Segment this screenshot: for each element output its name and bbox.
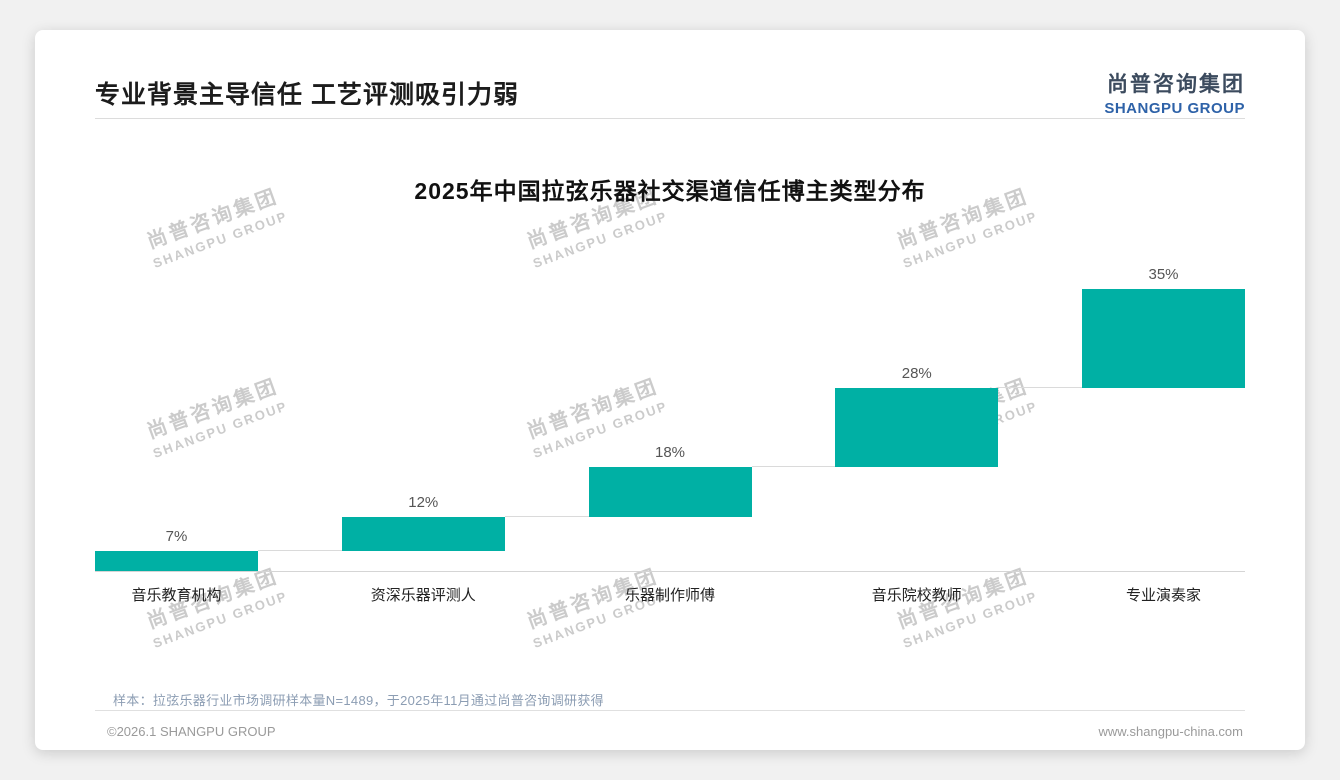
company-logo: 尚普咨询集团 SHANGPU GROUP [1104, 68, 1245, 117]
sample-note: 样本：拉弦乐器行业市场调研样本量N=1489，于2025年11月通过尚普咨询调研… [113, 693, 604, 708]
category-label: 资深乐器评测人 [370, 587, 476, 604]
slide-card: 尚普咨询集团 SHANGPU GROUP 尚普咨询集团 SHANGPU GROUP 尚普… [35, 30, 1305, 750]
category-label: 音乐院校教师 [871, 587, 962, 604]
waterfall-connector [998, 386, 1082, 388]
chart-bar [835, 387, 999, 467]
category-label: 专业演奏家 [1125, 587, 1201, 604]
chart-bar [341, 517, 505, 552]
category-label: 音乐教育机构 [131, 587, 222, 604]
bar-value-label: 18% [654, 443, 686, 461]
chart-title: 2025年中国拉弦乐器社交渠道信任博主类型分布 [414, 178, 926, 204]
page-title: 专业背景主导信任 工艺评测吸引力弱 [95, 81, 519, 109]
header-divider [95, 118, 1245, 119]
bar-value-label: 28% [901, 364, 932, 382]
bar-value-label: 7% [165, 528, 188, 546]
logo-chinese-text: 尚普咨询集团 [1107, 73, 1245, 96]
website-url: www.shangpu-china.com [1098, 724, 1243, 739]
copyright-text: ©2026.1 SHANGPU GROUP [107, 724, 276, 739]
logo-english-text: SHANGPU GROUP [1104, 100, 1245, 117]
chart-bar [1082, 289, 1245, 388]
category-label: 乐器制作师傅 [624, 587, 715, 604]
slide-content: 专业背景主导信任 工艺评测吸引力弱 尚普咨询集团 SHANGPU GROUP 2… [35, 30, 1305, 750]
waterfall-connector [258, 550, 342, 552]
chart-bar [95, 551, 258, 571]
waterfall-chart-plot: 7% 音乐教育机构 12% 资深乐器评测人 18% 乐器制作师傅 28% 音乐院校教师 35% 专… [95, 259, 1245, 604]
chart-bar [588, 466, 752, 518]
waterfall-connector [751, 465, 836, 467]
footer: ©2026.1 SHANGPU GROUP www.shangpu-china.… [95, 710, 1245, 739]
bar-value-label: 12% [408, 494, 439, 512]
waterfall-connector [504, 516, 589, 518]
bar-value-label: 35% [1148, 266, 1179, 283]
